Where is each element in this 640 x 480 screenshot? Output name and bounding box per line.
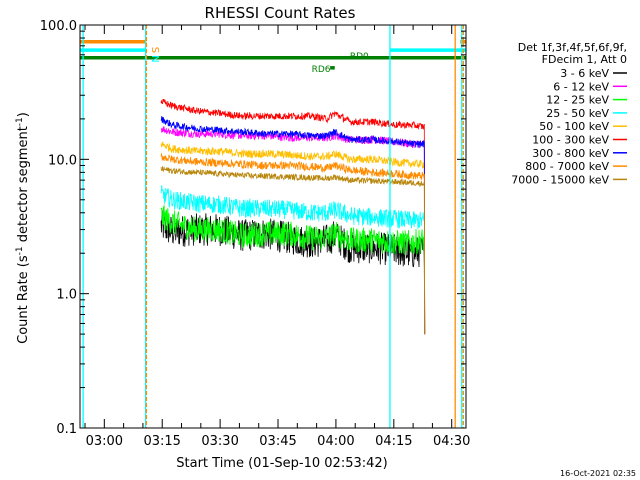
x-tick-label-4: 03:45	[259, 434, 296, 449]
plot-layer: SN RD0 RD6	[80, 25, 466, 428]
plot-frame	[79, 24, 467, 429]
legend-label-9: 7000 - 15000 keV	[511, 173, 609, 186]
legend-header-line-1: Det 1f,3f,4f,5f,6f,9f,	[518, 41, 627, 54]
x-tick-label-5: 04:00	[317, 434, 354, 449]
series-line-4	[160, 185, 426, 335]
y-tick-label-3: 1.0	[56, 288, 77, 303]
legend-label-4: 25 - 50 keV	[546, 107, 609, 120]
timestamp: 16-Oct-2021 02:35	[560, 469, 636, 478]
series-line-9	[160, 166, 426, 335]
series-line-8	[160, 152, 426, 335]
legend-label-1: 3 - 6 keV	[560, 67, 609, 80]
series-line-7	[160, 116, 426, 335]
legend-header-line-2: FDecim 1, Att 0	[542, 53, 627, 66]
x-tick-label-2: 03:15	[143, 434, 180, 449]
series-line-6	[160, 99, 426, 335]
legend-label-7: 300 - 800 keV	[532, 147, 609, 160]
flag-label-n: N	[149, 55, 160, 62]
y-axis-label-sup2: -1	[15, 117, 25, 126]
x-tick-label-7: 04:30	[433, 434, 470, 449]
legend-label-5: 50 - 100 keV	[539, 120, 609, 133]
series-line-5	[160, 141, 426, 335]
x-tick-label-3: 03:30	[201, 434, 238, 449]
y-axis-label-sup1: -1	[15, 246, 25, 255]
y-tick-label-2: 10.0	[48, 153, 77, 168]
legend-label-2: 6 - 12 keV	[553, 80, 609, 93]
x-tick-label-6: 04:15	[375, 434, 412, 449]
chart-title: RHESSI Count Rates	[205, 4, 356, 22]
y-axis-label-mid: detector segment	[16, 126, 31, 246]
legend-label-6: 100 - 300 keV	[532, 134, 609, 147]
x-tick-label-1: 03:00	[86, 434, 123, 449]
y-tick-label-4: 0.1	[56, 422, 77, 437]
flag-label-s: S	[149, 47, 160, 53]
legend-label-3: 12 - 25 keV	[546, 94, 609, 107]
axes-layer: 100.0 10.0 1.0 0.1 03:00 03:15 03:30 03:45 04:00…	[40, 19, 471, 449]
x-axis-label: Start Time (01-Sep-10 02:53:42)	[176, 456, 387, 471]
y-axis-label-main: Count Rate (s	[16, 255, 31, 344]
series-line-3	[160, 204, 426, 335]
flag-label-rd6: RD6	[312, 65, 331, 75]
y-tick-label-1: 100.0	[40, 19, 77, 34]
y-axis-label-end: )	[16, 112, 31, 117]
legend: Det 1f,3f,4f,5f,6f,9f, FDecim 1, Att 0 3…	[511, 41, 627, 186]
flag-label-rd0: RD0	[350, 52, 369, 62]
legend-label-8: 800 - 7000 keV	[525, 160, 609, 173]
y-axis-label: Count Rate (s-1 detector segment-1)	[15, 112, 31, 344]
